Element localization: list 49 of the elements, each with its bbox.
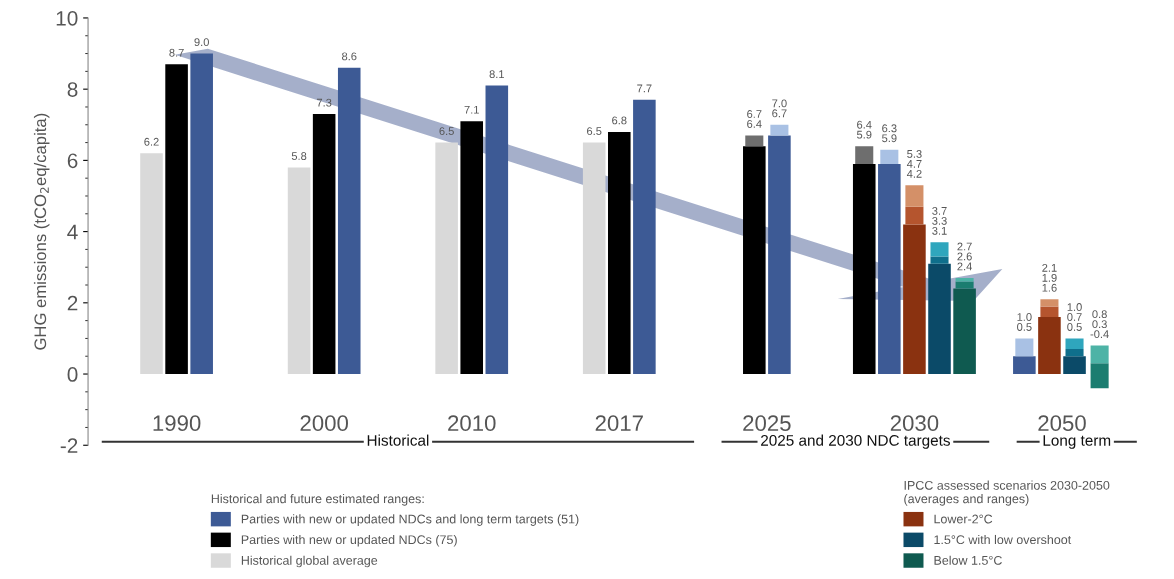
- annotation: 1.0 0.5: [1017, 313, 1032, 331]
- x-tick-label: 2010: [448, 415, 496, 432]
- data-label: 6.2: [144, 137, 159, 146]
- data-label: 7.1: [464, 105, 479, 114]
- legend-label: 1.5°C with low overshoot: [934, 534, 1072, 545]
- legend-label: Lower-2°C: [934, 514, 993, 524]
- annotation: Historical: [367, 434, 429, 446]
- legend-title: Historical and future estimated ranges:: [211, 494, 424, 506]
- data-label: 8.7: [169, 48, 184, 57]
- annotation: 6.4 5.9: [856, 120, 872, 139]
- x-tick-label: 2030: [890, 415, 939, 432]
- x-tick-label: 2050: [1038, 415, 1086, 432]
- data-label: 6.5: [587, 127, 602, 136]
- legend-label: Parties with new or updated NDCs (75): [241, 534, 457, 547]
- data-label: 6.8: [612, 116, 627, 125]
- data-label: 5.8: [291, 152, 307, 160]
- annotation: 2025 and 2030 NDC targets: [761, 434, 950, 449]
- x-tick-label: 2017: [595, 415, 643, 432]
- data-label: 7.3: [317, 98, 332, 107]
- y-axis-title: GHG emissions (tCO$_{2}$eq/capita): [33, 113, 50, 350]
- x-tick-label: 2025: [743, 415, 791, 432]
- annotation: 7.0 6.7: [772, 99, 787, 118]
- annotation: 2.7 2.6 2.4: [957, 242, 972, 271]
- data-label: 8.6: [342, 52, 357, 61]
- y-tick-label: 2: [67, 295, 78, 311]
- annotation: 0.8 0.3 -0.4: [1090, 310, 1109, 339]
- annotation: 3.7 3.3 3.1: [932, 206, 947, 235]
- annotation: 6.7 6.4: [747, 110, 762, 128]
- y-tick-label: 0: [67, 367, 78, 382]
- annotation: 2.1 1.9 1.6: [1042, 263, 1057, 292]
- y-tick-label: 10: [56, 10, 78, 26]
- legend-label: Below 1.5°C: [934, 555, 1002, 565]
- y-tick-label: 4: [67, 224, 78, 240]
- annotation: 1.0 0.7 0.5: [1067, 303, 1082, 331]
- annotation: 5.3 4.7 4.2: [906, 149, 922, 178]
- x-tick-label: 2000: [300, 415, 349, 432]
- annotation: 6.3 5.9: [882, 124, 897, 143]
- legend-label: Parties with new or updated NDCs and long term targets (51): [241, 514, 579, 526]
- legend-label: Historical global average: [241, 555, 378, 568]
- y-tick-label: 8: [67, 82, 78, 97]
- y-tick-label: -2: [60, 438, 78, 453]
- y-tick-label: 6: [67, 153, 78, 169]
- data-label: 8.1: [489, 70, 504, 79]
- annotation: Long term: [1043, 435, 1111, 449]
- data-label: 9.0: [194, 38, 209, 47]
- x-tick-label: 1990: [153, 415, 201, 432]
- data-label: 6.5: [439, 127, 454, 136]
- text: IPCC assessed scenarios 2030-2050 (averages and ranges): [904, 480, 1110, 506]
- data-label: 7.7: [637, 84, 652, 93]
